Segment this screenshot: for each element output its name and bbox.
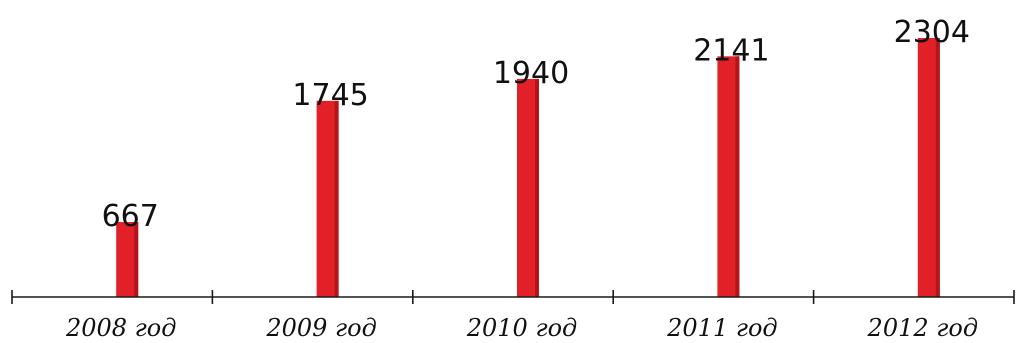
value-label: 2304: [894, 15, 970, 50]
bar-edge: [735, 56, 740, 297]
bar-edge: [334, 100, 339, 297]
category-label: 2010 год: [466, 314, 578, 342]
category-label: 2012 год: [867, 314, 979, 342]
x-axis-ticks: [11, 290, 1015, 304]
category-labels-group: 2008 год 2009 год 2010 год 2011 год 2012 год: [65, 314, 978, 342]
bars-group: [116, 38, 940, 298]
bar-edge: [134, 222, 139, 297]
bar: [316, 100, 339, 297]
value-labels-group: 667 1745 1940 2141 2304: [102, 15, 970, 234]
category-label: 2009 год: [265, 314, 377, 342]
bar: [917, 38, 940, 297]
bar: [116, 222, 139, 297]
category-label: 2011 год: [666, 314, 778, 342]
bar-edge: [535, 78, 539, 298]
value-label: 2141: [693, 33, 769, 68]
value-label: 1940: [493, 56, 569, 91]
bar: [517, 78, 539, 298]
category-label: 2008 год: [65, 314, 177, 342]
bar: [717, 56, 740, 297]
value-label: 1745: [292, 78, 368, 113]
value-label: 667: [102, 199, 159, 234]
bar-edge: [935, 38, 940, 297]
